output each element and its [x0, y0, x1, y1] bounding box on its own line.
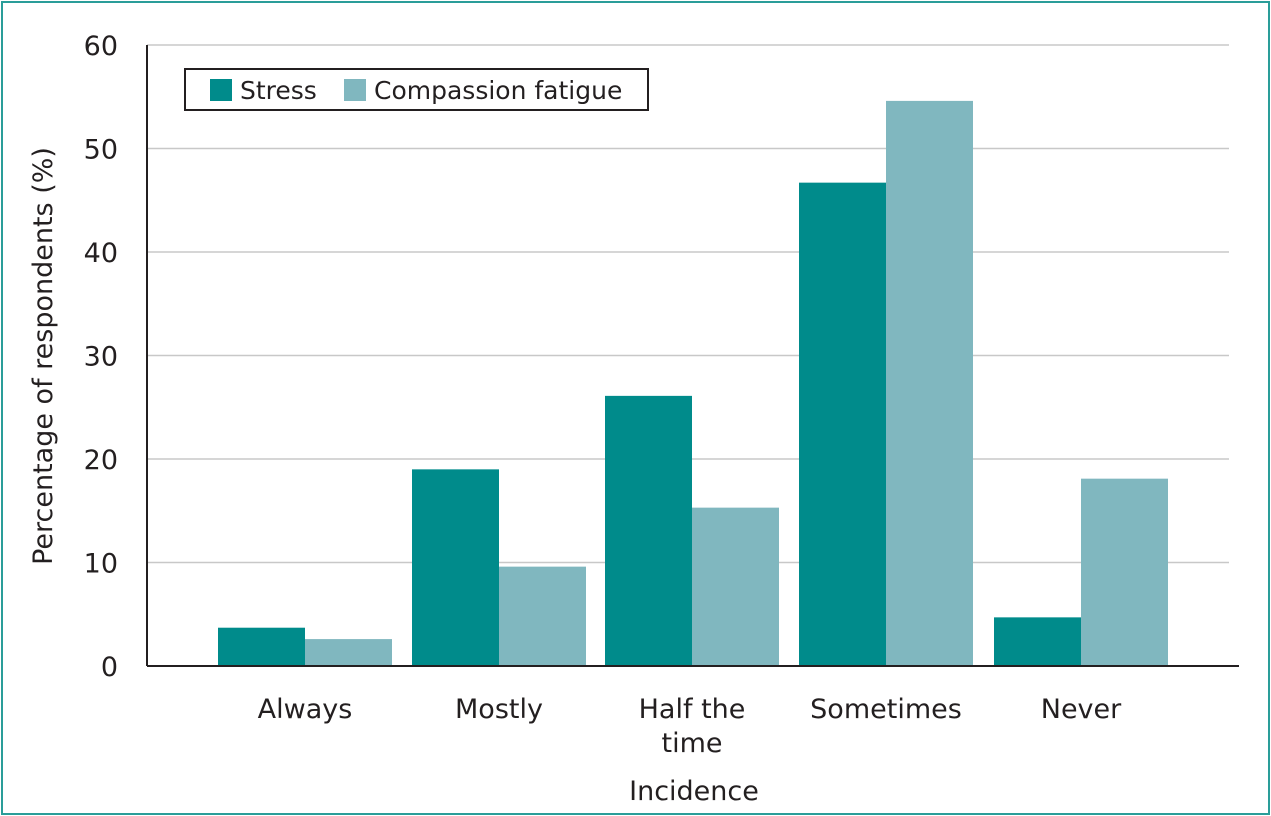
legend-label-compassion-fatigue: Compassion fatigue — [374, 76, 622, 105]
legend-box — [184, 68, 649, 111]
y-tick-label: 10 — [84, 549, 118, 580]
y-tick-label: 0 — [101, 652, 118, 683]
y-tick-label: 50 — [84, 135, 118, 166]
bar-stress — [799, 182, 886, 666]
y-tick-labels: 0 10 20 30 40 50 60 — [84, 31, 118, 683]
y-tick-label: 40 — [84, 238, 118, 269]
y-tick-label: 60 — [84, 31, 118, 62]
y-axis-title: Percentage of respondents (%) — [28, 147, 59, 565]
bars — [218, 100, 1168, 666]
x-tick-label: Half the time — [639, 694, 746, 759]
legend-label-stress: Stress — [240, 76, 317, 105]
bar-stress — [994, 617, 1081, 666]
axes — [146, 45, 1239, 667]
x-tick-label: Always — [258, 694, 353, 725]
x-tick-labels: Always Mostly Half the time Sometimes Never — [258, 694, 1122, 759]
x-tick-label: Never — [1041, 694, 1122, 725]
legend-swatch-stress — [210, 79, 232, 101]
bar-stress — [412, 469, 499, 666]
bar-compassion-fatigue — [1081, 478, 1168, 666]
bar-compassion-fatigue — [692, 507, 779, 666]
bar-stress — [605, 395, 692, 666]
legend: Stress Compassion fatigue — [184, 68, 649, 111]
bar-compassion-fatigue — [305, 639, 392, 666]
x-tick-label: Mostly — [455, 694, 543, 725]
bar-stress — [218, 627, 305, 666]
x-axis-title: Incidence — [629, 776, 759, 807]
gridlines — [147, 44, 1229, 564]
x-tick-label: Sometimes — [810, 694, 962, 725]
bar-compassion-fatigue — [886, 100, 973, 666]
y-tick-label: 30 — [84, 342, 118, 373]
legend-swatch-compassion-fatigue — [344, 79, 366, 101]
y-tick-label: 20 — [84, 445, 118, 476]
bar-compassion-fatigue — [499, 566, 586, 666]
